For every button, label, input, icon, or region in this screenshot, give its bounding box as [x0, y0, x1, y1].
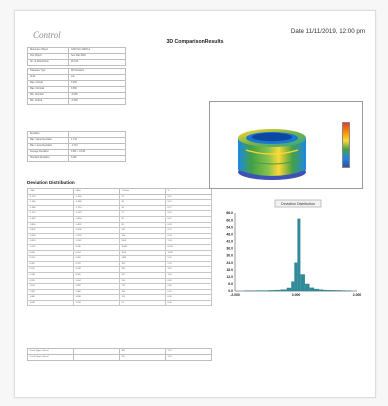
y-tick-label: 30.0	[226, 254, 233, 258]
color-scale-legend	[342, 122, 350, 168]
part-3d-render	[238, 129, 306, 180]
histogram-bar	[337, 290, 342, 292]
table-row: 0.392 0.570 702 2.78	[27, 260, 212, 268]
table-row: 1.282 1.460 150 0.59	[27, 288, 212, 296]
table-row: 0.926 1.104 210 0.83	[27, 277, 212, 285]
table-cell: 0.83	[165, 277, 212, 285]
table-cell: 5.91	[165, 255, 212, 262]
3d-model-view[interactable]	[209, 101, 363, 189]
histogram-bar	[294, 262, 298, 292]
y-tick-label: 24.0	[226, 261, 233, 265]
y-tick-label: 42.0	[226, 240, 233, 244]
histogram-bar	[309, 287, 315, 292]
table-row: 0.214 0.392 1489 5.91	[27, 255, 212, 262]
table-cell: 1.638	[27, 299, 74, 307]
report-page: Control Date 11/11/2019, 12:00 pm 3D Com…	[14, 10, 376, 398]
company-logo: Control	[27, 23, 87, 49]
part-band	[245, 149, 299, 155]
histogram-bar	[297, 218, 301, 292]
deviation-distribution-title: Deviation Distribution	[27, 180, 75, 185]
histogram-bar	[291, 281, 295, 292]
table-row: 0.748 0.926 297 1.18	[27, 271, 212, 279]
table-row: 1.104 1.282 174 0.69	[27, 283, 212, 290]
table-cell: 0.49	[165, 294, 212, 301]
histogram-bar	[274, 289, 281, 292]
info-row: Min. Critical -0.300	[27, 98, 126, 105]
deviation-distribution-table: > Min <Max # Points% -1.744 -1.566 31 0.12 -1.5…	[27, 188, 212, 307]
histogram-bar	[305, 283, 310, 292]
histogram-bar	[268, 290, 275, 292]
table-row: Out of Lower Critical 311 1.23	[27, 354, 212, 361]
histogram-bar	[332, 290, 337, 292]
histogram-bar	[314, 288, 319, 292]
info-row: No. of Data Points 25,212	[27, 59, 126, 66]
x-tick-label: 2.000	[353, 293, 362, 297]
y-tick-label: 66.0	[226, 211, 233, 215]
report-title: 3D ComparisonResults	[166, 39, 224, 45]
info-value: 0.115	[68, 155, 126, 162]
y-tick-label: 36.0	[226, 247, 233, 251]
info-label: No. of Data Points	[27, 59, 69, 66]
info-label: Standard Deviation	[27, 155, 69, 162]
report-date: Date 11/11/2019, 12:00 pm	[290, 28, 365, 35]
table-cell: 1.18	[165, 271, 212, 279]
y-tick-label: 6.0	[228, 282, 233, 286]
histogram-bar	[323, 289, 328, 292]
chart-title-box	[274, 199, 322, 208]
info-label: Min. Critical	[27, 98, 69, 105]
table-cell: 1.744	[73, 299, 120, 307]
y-tick-label: 0.0	[228, 289, 233, 293]
table-cell: 0.69	[165, 283, 212, 290]
table-row: 0.570 0.748 415 1.65	[27, 266, 212, 273]
reference-info-table: Reference Object CAD Part 12345-A Test Obj…	[27, 47, 126, 66]
y-tick-label: 18.0	[226, 268, 233, 272]
critical-summary-table: Out of Upper Critical 381 1.51 Out of Lower…	[27, 348, 212, 361]
part-body	[238, 138, 306, 176]
y-tick-label: 54.0	[226, 225, 233, 229]
histogram-bar	[327, 290, 333, 292]
y-tick-label: 60.0	[226, 218, 233, 222]
tolerance-table: Tolerance Type 3D Deviation Units mm Max. Cr…	[27, 68, 126, 105]
x-tick-label: -2.000	[230, 293, 240, 297]
table-cell: 1.65	[165, 266, 212, 273]
chart-title: Deviation Distribution	[281, 202, 315, 206]
table-cell: 311	[119, 354, 166, 361]
histogram-bar	[280, 289, 287, 292]
table-cell: 1.23	[165, 354, 212, 361]
table-cell: Out of Lower Critical	[27, 354, 74, 361]
table-cell: 0.59	[165, 288, 212, 296]
x-tick-label: 0.000	[292, 293, 301, 297]
info-value: 25,212	[68, 59, 126, 66]
y-tick-label: 12.0	[226, 275, 233, 279]
deviation-summary-table: Deviation Max. Upper Deviation 1.744 Max. L…	[27, 131, 126, 162]
table-row: 1.460 1.638 124 0.49	[27, 294, 212, 301]
table-cell: 2.78	[165, 260, 212, 268]
info-value: -0.300	[68, 98, 126, 105]
logo-text: Control	[33, 30, 61, 40]
table-cell	[73, 354, 120, 361]
table-cell: 0.36	[165, 299, 212, 307]
histogram-bar	[318, 289, 324, 292]
histogram-bar	[286, 287, 292, 292]
info-row: Standard Deviation 0.115	[27, 155, 126, 162]
table-row: 1.638 1.744 91 0.36	[27, 299, 212, 307]
table-cell: 91	[119, 299, 166, 307]
y-tick-label: 48.0	[226, 232, 233, 236]
part-band-lower	[243, 159, 301, 165]
deviation-histogram: Deviation Distribution 66.0 60.0 54.0 48.0 42…	[226, 199, 362, 297]
part-cavity	[252, 132, 292, 142]
histogram-bar	[300, 274, 305, 292]
